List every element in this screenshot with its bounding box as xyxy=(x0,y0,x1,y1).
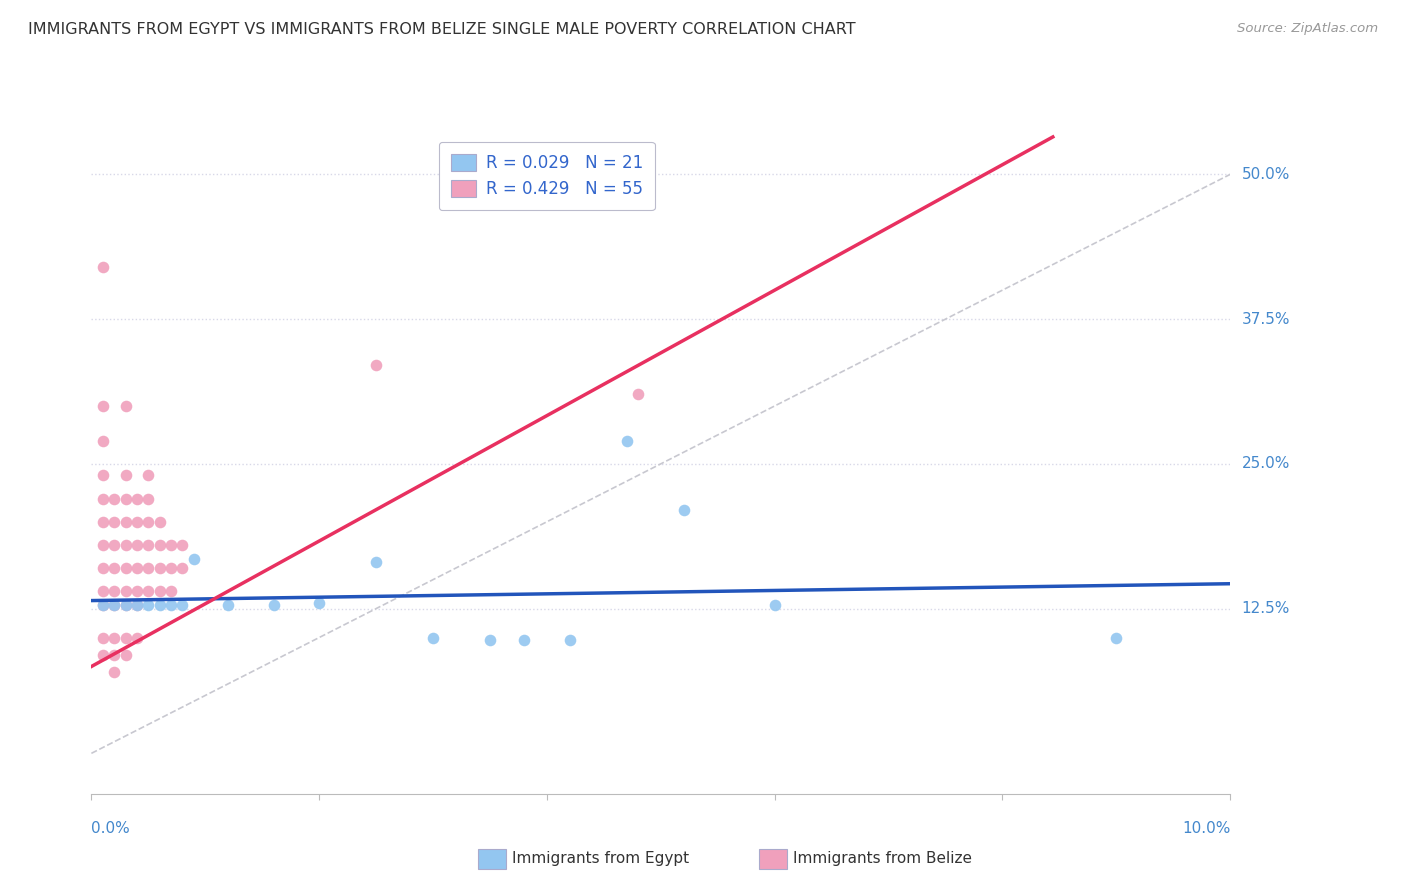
Point xyxy=(91,538,114,552)
Point xyxy=(149,598,172,612)
Point xyxy=(263,598,285,612)
Text: Immigrants from Egypt: Immigrants from Egypt xyxy=(512,851,689,865)
Point xyxy=(91,434,114,448)
Point xyxy=(125,561,148,575)
Text: 37.5%: 37.5% xyxy=(1241,311,1289,326)
Point xyxy=(103,631,125,645)
Point xyxy=(114,598,136,612)
Point xyxy=(172,538,194,552)
Point xyxy=(125,515,148,529)
Point xyxy=(160,538,183,552)
Point xyxy=(364,555,387,569)
Point xyxy=(422,631,444,645)
Text: 0.0%: 0.0% xyxy=(91,821,131,836)
Point xyxy=(149,515,172,529)
Text: Source: ZipAtlas.com: Source: ZipAtlas.com xyxy=(1237,22,1378,36)
Point xyxy=(114,515,136,529)
Point xyxy=(91,648,114,662)
Point xyxy=(114,399,136,413)
Text: 25.0%: 25.0% xyxy=(1241,457,1289,471)
Point xyxy=(114,631,136,645)
Point xyxy=(103,648,125,662)
Point xyxy=(125,538,148,552)
Point xyxy=(183,551,205,566)
Point xyxy=(217,598,239,612)
Point xyxy=(558,632,581,647)
Point xyxy=(114,468,136,483)
Point xyxy=(114,561,136,575)
Point xyxy=(103,598,125,612)
Point xyxy=(91,515,114,529)
Point xyxy=(125,631,148,645)
Point xyxy=(138,561,160,575)
Point xyxy=(103,491,125,506)
Point xyxy=(114,584,136,599)
Point xyxy=(1105,631,1128,645)
Point xyxy=(364,359,387,373)
Point xyxy=(91,491,114,506)
Point xyxy=(627,387,650,401)
Point xyxy=(103,515,125,529)
Text: Immigrants from Belize: Immigrants from Belize xyxy=(793,851,972,865)
Point xyxy=(91,399,114,413)
Point xyxy=(114,538,136,552)
Point xyxy=(149,584,172,599)
Point xyxy=(91,631,114,645)
Text: IMMIGRANTS FROM EGYPT VS IMMIGRANTS FROM BELIZE SINGLE MALE POVERTY CORRELATION : IMMIGRANTS FROM EGYPT VS IMMIGRANTS FROM… xyxy=(28,22,856,37)
Point xyxy=(172,598,194,612)
Point xyxy=(125,598,148,612)
Point xyxy=(616,434,638,448)
Point xyxy=(125,598,148,612)
Point xyxy=(103,584,125,599)
Point xyxy=(114,598,136,612)
Legend: R = 0.029   N = 21, R = 0.429   N = 55: R = 0.029 N = 21, R = 0.429 N = 55 xyxy=(439,142,655,211)
Point xyxy=(149,538,172,552)
Text: 50.0%: 50.0% xyxy=(1241,167,1289,182)
Point xyxy=(172,561,194,575)
Point xyxy=(125,491,148,506)
Point xyxy=(91,598,114,612)
Point xyxy=(763,598,786,612)
Point xyxy=(125,584,148,599)
Text: 10.0%: 10.0% xyxy=(1182,821,1230,836)
Point xyxy=(478,632,502,647)
Point xyxy=(308,596,330,610)
Point xyxy=(149,561,172,575)
Point xyxy=(91,584,114,599)
Text: 12.5%: 12.5% xyxy=(1241,601,1289,616)
Point xyxy=(138,515,160,529)
Point xyxy=(91,260,114,274)
Point xyxy=(91,598,114,612)
Point xyxy=(114,648,136,662)
Point xyxy=(138,584,160,599)
Point xyxy=(160,598,183,612)
Point xyxy=(513,632,536,647)
Point xyxy=(103,665,125,680)
Point xyxy=(160,561,183,575)
Point xyxy=(138,598,160,612)
Point xyxy=(91,561,114,575)
Point xyxy=(138,491,160,506)
Point xyxy=(103,538,125,552)
Point xyxy=(672,503,695,517)
Point xyxy=(103,598,125,612)
Point xyxy=(103,561,125,575)
Point xyxy=(138,468,160,483)
Point xyxy=(91,468,114,483)
Point xyxy=(138,538,160,552)
Point xyxy=(114,491,136,506)
Point xyxy=(160,584,183,599)
